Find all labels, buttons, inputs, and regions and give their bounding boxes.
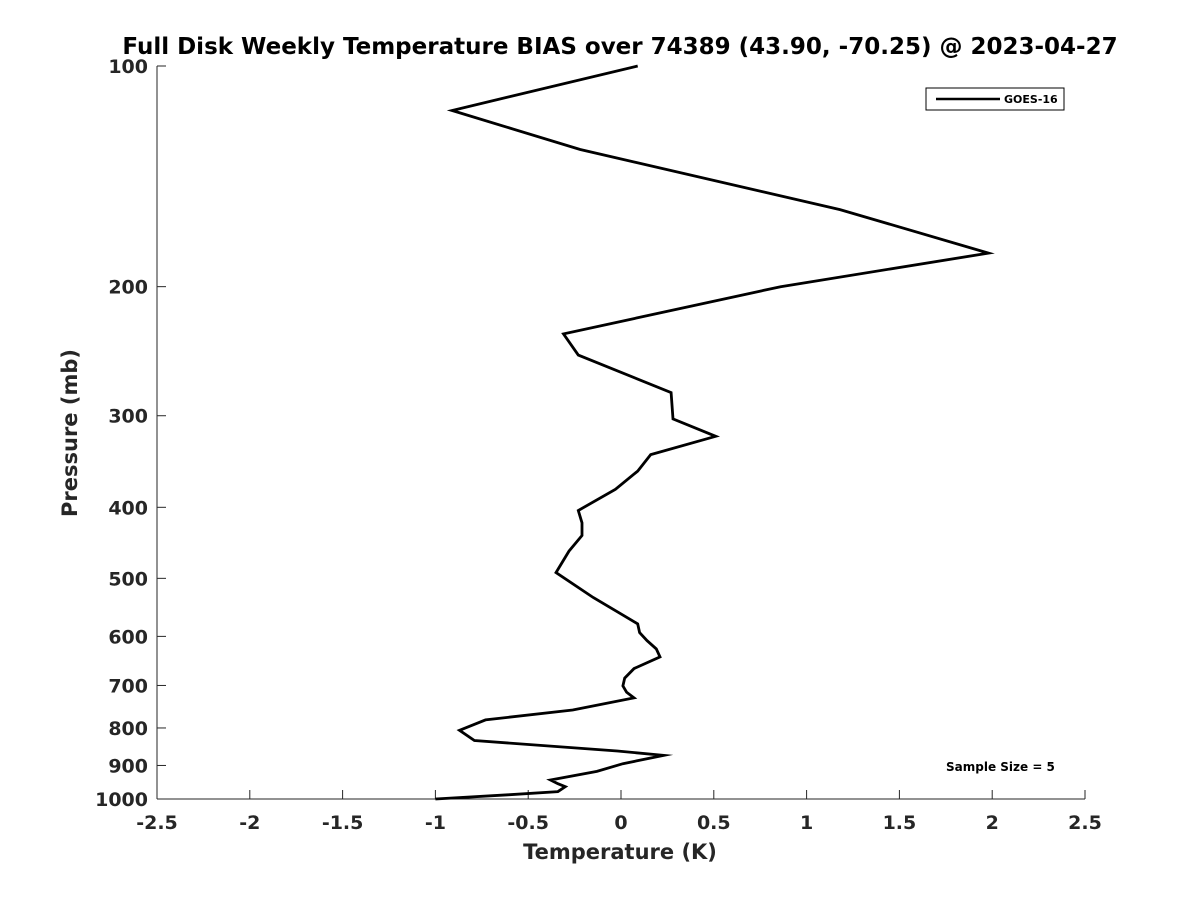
- y-tick-label: 300: [108, 406, 148, 428]
- x-tick-label: 0: [614, 812, 627, 834]
- series-layer: [435, 64, 995, 801]
- y-tick-label: 1000: [95, 789, 148, 811]
- x-tick-label: -2.5: [136, 812, 178, 834]
- legend-label-goes-16: GOES-16: [1004, 93, 1058, 106]
- series-line-goes-16: [435, 64, 995, 801]
- sample-size-annotation: Sample Size = 5: [946, 760, 1055, 774]
- x-tick-label: 0.5: [697, 812, 731, 834]
- x-tick-label: -1: [425, 812, 446, 834]
- y-tick-label: 900: [108, 755, 148, 777]
- chart-title: Full Disk Weekly Temperature BIAS over 7…: [122, 34, 1117, 60]
- x-tick-label: 1: [800, 812, 813, 834]
- y-tick-label: 100: [108, 56, 148, 78]
- x-tick-label: 1.5: [883, 812, 917, 834]
- x-tick-label: -0.5: [507, 812, 549, 834]
- plot-axes: -2.5 -2 -1.5 -1 -0.5 0 0.5 1 1.5 2 2.5 100 200 300 400…: [95, 56, 1102, 834]
- y-tick-label: 500: [108, 568, 148, 590]
- y-tick-label: 800: [108, 718, 148, 740]
- y-tick-label: 700: [108, 675, 148, 697]
- x-tick-label: 2: [986, 812, 999, 834]
- x-axis-label: Temperature (K): [523, 840, 717, 864]
- y-axis-label: Pressure (mb): [58, 349, 82, 517]
- x-tick-label: -2: [239, 812, 260, 834]
- x-tick-label: -1.5: [322, 812, 364, 834]
- y-tick-label: 600: [108, 626, 148, 648]
- y-tick-label: 400: [108, 497, 148, 519]
- x-tick-label: 2.5: [1068, 812, 1102, 834]
- y-tick-label: 200: [108, 277, 148, 299]
- legend: GOES-16: [925, 87, 1065, 111]
